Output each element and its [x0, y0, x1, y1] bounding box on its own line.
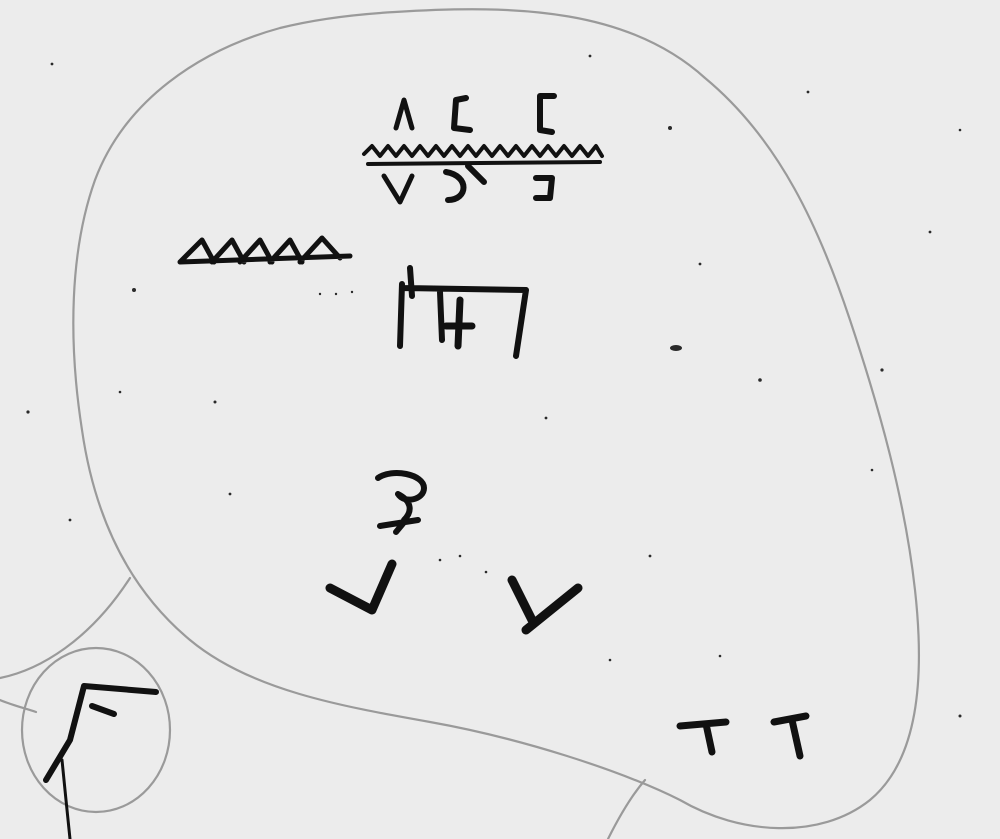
left-stroke-symbol: [325, 559, 397, 615]
speck: [132, 288, 136, 292]
speck: [544, 416, 548, 420]
bottom-left-pencil-line: [0, 698, 38, 714]
goalpost-symbol: [397, 265, 529, 359]
speck: [350, 290, 354, 294]
connecting-pencil-line: [0, 576, 132, 680]
speck: [806, 90, 810, 94]
speck: [458, 554, 462, 558]
swoop-symbol: [443, 163, 487, 203]
bottom-pencil-line: [606, 778, 647, 839]
speck: [608, 658, 612, 662]
speck: [26, 410, 30, 414]
small-circle-outline: [20, 646, 172, 814]
caret-v-symbol: [393, 97, 415, 131]
speck: [50, 62, 54, 66]
speck: [318, 292, 322, 296]
speck: [438, 558, 442, 562]
speck: [648, 554, 652, 558]
speck: [958, 714, 962, 718]
t-mark-symbol-1: [676, 718, 730, 756]
speck: [334, 292, 338, 296]
zigzag-line-symbol: [362, 144, 604, 158]
speck: [588, 54, 592, 58]
speck: [670, 345, 682, 351]
swirl-figure-symbol: [375, 470, 427, 535]
speck: [228, 492, 232, 496]
ink-symbols: [43, 93, 810, 839]
goalpost-center-mark: [442, 296, 476, 350]
t-mark-symbol-2: [770, 712, 810, 760]
bracket-c-symbol: [537, 93, 557, 135]
speck: [870, 468, 874, 472]
zigzag-underline: [366, 160, 602, 166]
pencil-outlines: [0, 8, 921, 839]
f-glyph-tail: [60, 758, 72, 839]
ink-specks: [26, 54, 962, 718]
speck: [68, 518, 72, 522]
speck: [484, 570, 488, 574]
large-blob-outline: [72, 8, 921, 830]
hook-symbol: [451, 95, 473, 133]
triangle-row-symbol: [177, 235, 353, 265]
speck: [880, 368, 884, 372]
speck: [698, 262, 702, 266]
speck: [758, 378, 762, 382]
speck: [718, 654, 722, 658]
speck: [213, 400, 217, 404]
speck: [118, 390, 122, 394]
y-stroke-symbol: [507, 575, 583, 635]
speck: [668, 126, 672, 130]
speck: [958, 128, 962, 132]
f-glyph-symbol: [43, 683, 159, 783]
bracket-j-symbol: [533, 175, 555, 201]
caret-down-symbol: [381, 173, 415, 205]
speck: [928, 230, 932, 234]
